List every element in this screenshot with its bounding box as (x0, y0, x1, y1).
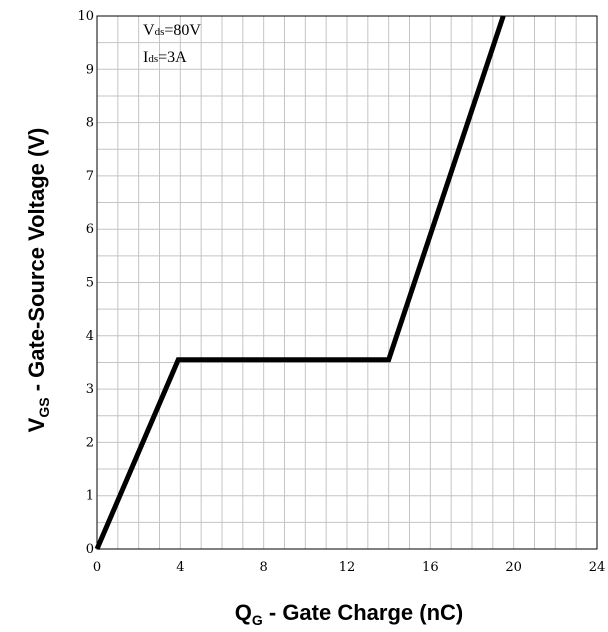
y-tick-label: 10 (77, 9, 94, 24)
vgs-curve (94, 15, 506, 550)
y-tick-label: 6 (86, 222, 94, 237)
y-tick-label: 1 (86, 489, 94, 504)
y-tick-label: 2 (86, 435, 94, 450)
x-tick-labels: 0 4 8 12 16 20 24 (93, 560, 605, 575)
plot-frame (96, 15, 598, 550)
x-axis-title: QG - Gate Charge (nC) (235, 600, 463, 628)
x-tick-label: 4 (176, 560, 184, 575)
y-tick-label: 8 (86, 116, 94, 131)
y-tick-label: 5 (86, 276, 94, 291)
annotation-ids: Ids=3A (143, 49, 187, 66)
y-tick-label: 7 (86, 169, 94, 184)
x-tick-label: 0 (93, 560, 101, 575)
x-tick-label: 12 (339, 560, 356, 575)
x-tick-label: 20 (505, 560, 522, 575)
x-tick-label: 16 (422, 560, 439, 575)
y-tick-label: 9 (86, 62, 94, 77)
y-tick-labels: 0 1 2 3 4 5 6 7 8 9 10 (77, 9, 94, 557)
x-tick-label: 24 (589, 560, 606, 575)
series-lines (94, 15, 506, 550)
grid-lines (97, 16, 597, 549)
y-axis-title: VGS - Gate-Source Voltage (V) (24, 128, 52, 433)
y-tick-label: 0 (86, 542, 94, 557)
y-tick-label: 4 (86, 329, 94, 344)
y-tick-label: 3 (86, 382, 94, 397)
x-tick-label: 8 (260, 560, 268, 575)
annotation-vds: Vds=80V (143, 22, 201, 39)
